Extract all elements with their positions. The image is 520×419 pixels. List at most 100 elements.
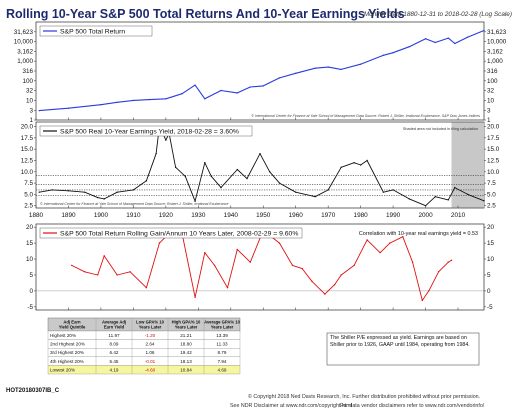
x-tick-label: 1910 xyxy=(126,212,141,219)
x-tick-label: 1950 xyxy=(256,212,271,219)
data-point xyxy=(359,164,362,166)
y-tick-label-left: 3,162 xyxy=(17,48,33,55)
table-cell: Lowest 20% xyxy=(50,367,75,372)
data-point xyxy=(269,171,271,173)
data-point xyxy=(411,261,414,263)
data-point xyxy=(392,189,394,191)
data-point xyxy=(148,98,151,101)
data-point xyxy=(116,101,118,103)
data-point xyxy=(467,36,469,38)
table-cell: 4th Highest 20% xyxy=(50,359,84,364)
data-point xyxy=(204,98,206,100)
data-point xyxy=(311,280,313,283)
y-tick-label-right: 10,000 xyxy=(487,39,507,46)
y-tick-label-left: 2.5 xyxy=(24,203,33,210)
data-point xyxy=(314,67,316,69)
y-tick-label-left: 15.0 xyxy=(21,146,34,153)
y-tick-label-right: 20 xyxy=(487,224,495,231)
footer-copyright: © Copyright 2018 Ned Davis Research, Inc… xyxy=(248,393,480,400)
y-tick-label-left: 17.5 xyxy=(21,135,34,142)
y-tick-label-right: 10.0 xyxy=(487,169,500,176)
y-tick-label-left: 1,000 xyxy=(17,58,33,65)
data-point xyxy=(116,274,118,276)
table-cell: 7.94 xyxy=(218,359,227,364)
table-cell: 11.97 xyxy=(108,333,120,338)
data-point xyxy=(392,52,394,54)
data-point xyxy=(103,198,105,200)
table-cell: 8.79 xyxy=(218,350,227,355)
data-point xyxy=(236,92,238,94)
data-point xyxy=(467,193,469,196)
data-point xyxy=(324,293,326,295)
data-point xyxy=(129,271,131,273)
data-point xyxy=(454,186,456,189)
y-tick-label-left: 10 xyxy=(26,256,34,263)
data-point xyxy=(96,196,99,199)
table-header-cell: Low GPA% 10 Years Later xyxy=(136,320,165,330)
x-tick-label: 1940 xyxy=(224,212,239,219)
data-point xyxy=(116,191,118,193)
data-point xyxy=(204,162,206,164)
data-point xyxy=(447,37,449,39)
y-tick-label-right: 7.5 xyxy=(487,180,496,187)
y-tick-label-left: 5 xyxy=(29,272,33,279)
y-tick-label-right: 1 xyxy=(487,117,491,124)
data-point xyxy=(249,261,251,263)
data-point xyxy=(158,242,161,244)
data-point xyxy=(83,271,86,273)
data-point xyxy=(103,255,105,257)
y-tick-label-right: 20.0 xyxy=(487,124,500,131)
table-cell: 2nd Highest 20% xyxy=(50,342,85,347)
data-point xyxy=(437,271,440,273)
table-cell: Highest 20% xyxy=(50,333,76,338)
legend-rolling-gain-box xyxy=(39,227,303,239)
data-point xyxy=(220,186,222,189)
data-point xyxy=(220,89,222,92)
data-point xyxy=(262,85,264,87)
data-point xyxy=(295,72,297,75)
legend-total-return-box xyxy=(39,25,153,37)
data-point xyxy=(204,251,206,254)
data-point xyxy=(327,189,329,191)
data-point xyxy=(184,175,187,178)
data-point xyxy=(450,259,453,262)
footer-vendor: For data vendor disclaimers refer to www… xyxy=(340,403,485,409)
y-tick-label-right: 10 xyxy=(487,256,495,263)
x-tick-label: 1970 xyxy=(321,212,336,219)
y-tick-label-right: 10 xyxy=(487,97,495,104)
y-tick-label-left: 32 xyxy=(26,87,34,94)
y-tick-label-right: 1,000 xyxy=(487,58,503,65)
data-point xyxy=(67,190,70,192)
y-tick-label-right: 3 xyxy=(487,108,491,115)
data-point xyxy=(145,180,148,182)
data-point xyxy=(366,239,368,241)
data-point xyxy=(100,104,102,106)
panel-earnings-yield xyxy=(35,121,485,209)
source-earnings-yield: © International Center for Finance at Ya… xyxy=(40,202,229,206)
data-point xyxy=(174,166,177,168)
y-tick-label-right: 15 xyxy=(487,240,495,247)
table-row xyxy=(47,365,241,375)
data-point xyxy=(67,107,70,109)
data-point xyxy=(132,189,135,191)
y-tick-label-right: 32 xyxy=(487,87,495,94)
data-point xyxy=(213,264,216,267)
y-tick-label-right: 316 xyxy=(487,68,498,75)
data-point xyxy=(278,242,281,244)
table-cell: 4.69 xyxy=(218,367,227,372)
data-point xyxy=(447,261,449,263)
data-point xyxy=(165,139,167,141)
y-tick-label-left: 316 xyxy=(22,68,33,75)
shaded-region xyxy=(451,122,484,208)
data-point xyxy=(165,98,167,100)
data-point xyxy=(483,200,485,202)
table-cell: 3rd Highest 20% xyxy=(50,350,84,355)
data-point xyxy=(434,195,437,198)
footnote-box xyxy=(326,332,480,366)
x-tick-label: 2000 xyxy=(418,212,433,219)
data-point xyxy=(382,54,385,56)
x-tick-label: 1880 xyxy=(29,212,44,219)
table-cell: 11.33 xyxy=(216,342,228,347)
data-point xyxy=(402,236,404,238)
